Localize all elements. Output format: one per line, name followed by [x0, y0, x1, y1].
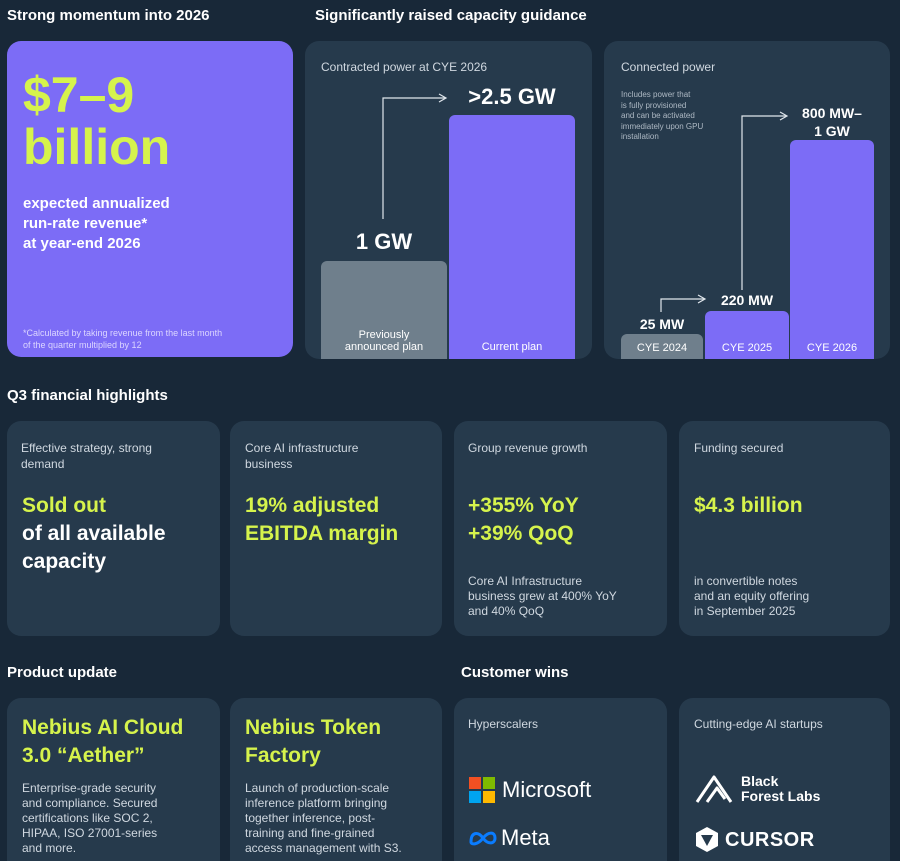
- revenue-description: expected annualized run-rate revenue* at…: [23, 195, 170, 252]
- contracted-power-label: Contracted power at CYE 2026: [321, 60, 488, 74]
- q3-card-revenue-growth-highlight: +355% YoY +39% QoQ: [468, 494, 579, 545]
- q3-card-revenue-growth: Group revenue growth +355% YoY +39% QoQ …: [454, 421, 667, 636]
- previous-plan-value: 1 GW: [355, 229, 413, 254]
- previous-plan-label: Previously announced plan: [344, 329, 424, 353]
- q3-card-revenue-growth-detail: Core AI Infrastructure business grew at …: [468, 574, 617, 618]
- revenue-amount: $7–9 billion: [23, 69, 170, 173]
- current-plan-value: >2.5 GW: [468, 84, 556, 109]
- meta-logo-text: Meta: [501, 825, 550, 850]
- previous-plan-bar: Previously announced plan: [321, 261, 447, 359]
- product-card-token-factory-body: Launch of production-scale inference pla…: [245, 781, 402, 855]
- current-plan-label: Current plan: [481, 341, 543, 353]
- product-card-aether-body: Enterprise-grade security and compliance…: [22, 781, 158, 855]
- connected-power-note: Includes power that is fully provisioned…: [621, 90, 704, 141]
- q3-card-ebitda-label: Core AI infrastructure business: [245, 441, 359, 471]
- q3-card-funding: Funding secured $4.3 billion in converti…: [679, 421, 890, 636]
- product-card-token-factory-title: Nebius Token Factory: [245, 716, 382, 767]
- q3-card-revenue-growth-label: Group revenue growth: [468, 441, 588, 455]
- product-card-aether-title: Nebius AI Cloud 3.0 “Aether”: [22, 716, 184, 767]
- microsoft-logo-icon: [469, 777, 495, 803]
- meta-logo-icon: [469, 831, 497, 846]
- q3-card-ebitda: Core AI infrastructure business 19% adju…: [230, 421, 442, 636]
- q3-card-funding-label: Funding secured: [694, 441, 784, 455]
- cye2026-bar: CYE 2026: [790, 140, 874, 359]
- revenue-amount-line1: $7–9: [23, 67, 135, 123]
- cursor-logo-icon: [696, 827, 718, 852]
- black-forest-labs-logo-icon: [695, 775, 733, 803]
- customers-section-title: Customer wins: [461, 664, 569, 681]
- q3-card-funding-detail: in convertible notes and an equity offer…: [694, 574, 810, 618]
- cye2026-label: CYE 2026: [806, 342, 858, 354]
- product-card-token-factory: Nebius Token Factory Launch of productio…: [230, 698, 442, 861]
- microsoft-logo-text: Microsoft: [502, 777, 592, 802]
- revenue-footnote: *Calculated by taking revenue from the l…: [23, 328, 223, 350]
- connected-power-card: Connected power Includes power that is f…: [604, 41, 890, 359]
- momentum-section-title: Strong momentum into 2026: [7, 7, 210, 24]
- customers-hyperscalers-card: Hyperscalers Microsoft Meta: [454, 698, 667, 861]
- q3-section-title: Q3 financial highlights: [7, 387, 168, 404]
- black-forest-labs-logo-text: Black Forest Labs: [741, 773, 821, 804]
- cye2024-bar: CYE 2024: [621, 334, 703, 359]
- customers-startups-card: Cutting-edge AI startups Black Forest La…: [679, 698, 890, 861]
- q3-card-funding-highlight: $4.3 billion: [694, 494, 803, 517]
- cye2026-value: 800 MW– 1 GW: [802, 105, 862, 139]
- revenue-guidance-card: $7–9 billion expected annualized run-rat…: [7, 41, 293, 357]
- cursor-logo-text: CURSOR: [725, 829, 815, 851]
- cye2025-bar: CYE 2025: [705, 311, 789, 359]
- capacity-section-title: Significantly raised capacity guidance: [315, 7, 587, 24]
- q3-card-strategy-highlight: Sold out: [22, 494, 106, 517]
- current-plan-bar: Current plan: [449, 115, 575, 359]
- startups-label: Cutting-edge AI startups: [694, 717, 823, 731]
- product-card-aether: Nebius AI Cloud 3.0 “Aether” Enterprise-…: [7, 698, 220, 861]
- q3-card-strategy-label: Effective strategy, strong demand: [21, 441, 152, 471]
- revenue-amount-line2: billion: [23, 119, 171, 175]
- connected-power-label: Connected power: [621, 60, 716, 74]
- cye2024-label: CYE 2024: [636, 342, 688, 354]
- cye2025-value: 220 MW: [720, 292, 774, 308]
- contracted-arrow: [382, 93, 448, 219]
- hyperscalers-label: Hyperscalers: [468, 717, 539, 731]
- cye2024-value: 25 MW: [639, 316, 685, 332]
- q3-card-strategy-rest: of all available capacity: [22, 522, 166, 573]
- q3-card-ebitda-highlight: 19% adjusted EBITDA margin: [245, 494, 399, 545]
- contracted-power-card: Contracted power at CYE 2026 1 GW Previo…: [305, 41, 592, 359]
- q3-card-strategy: Effective strategy, strong demand Sold o…: [7, 421, 220, 636]
- connected-arrows: [660, 111, 789, 312]
- product-section-title: Product update: [7, 664, 118, 681]
- cye2025-label: CYE 2025: [721, 342, 773, 354]
